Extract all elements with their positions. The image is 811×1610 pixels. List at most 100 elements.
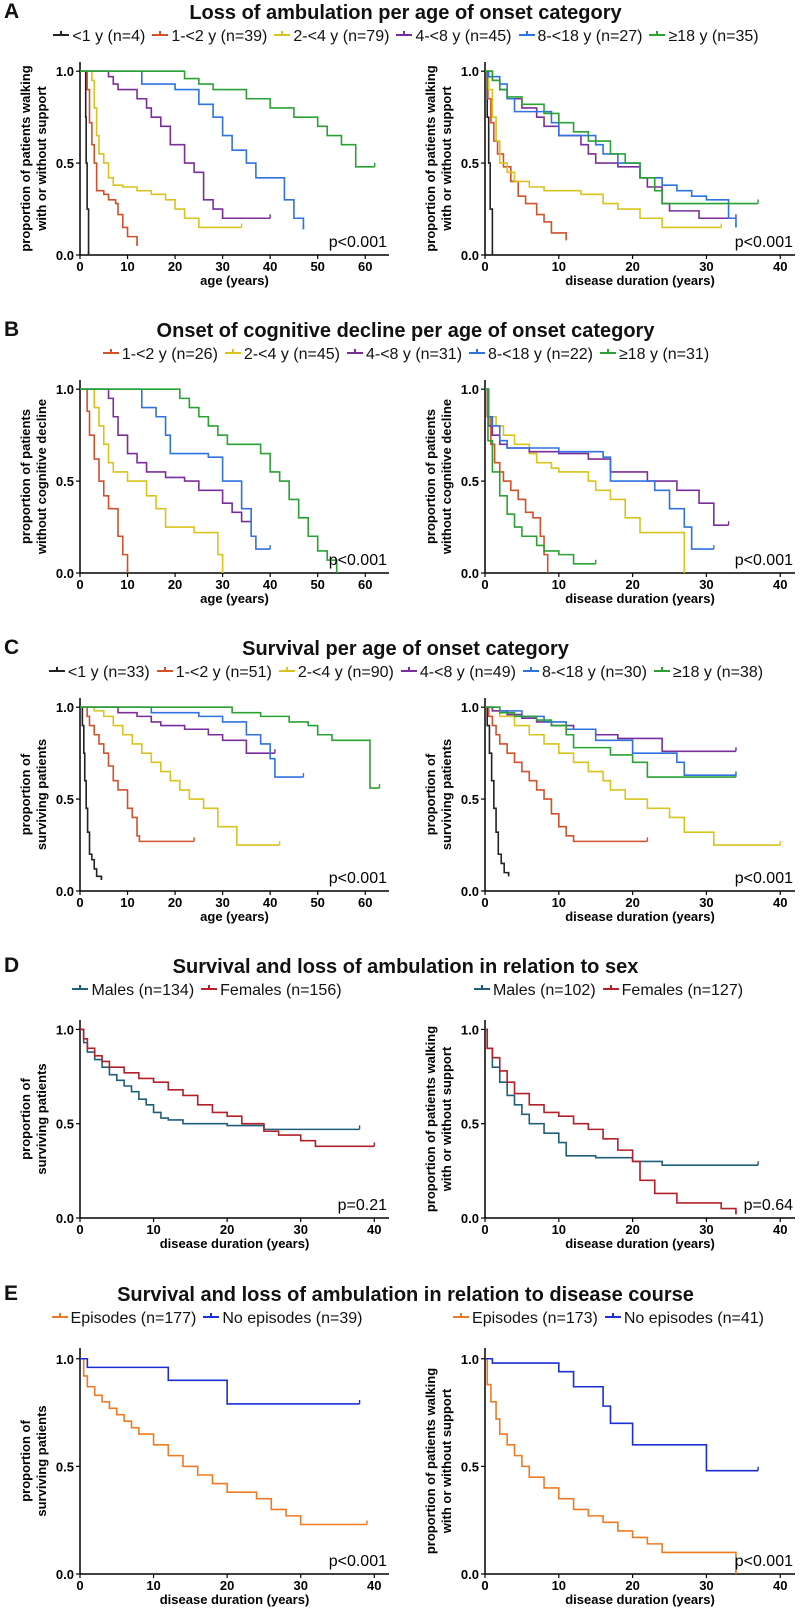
x-tick-label: 30	[699, 895, 713, 910]
p-value: p<0.001	[735, 870, 793, 887]
x-axis-label: age (years)	[200, 591, 269, 606]
legend-label: 2-<4 y (n=79)	[293, 28, 390, 45]
y-axis-label: proportion of patients walkingwith or wi…	[423, 65, 454, 251]
x-tick-label: 50	[310, 895, 324, 910]
legend-label: 4-<8 y (n=31)	[365, 346, 463, 363]
x-tick-label: 20	[625, 895, 639, 910]
x-tick-label: 40	[367, 1222, 381, 1237]
legend-item: ≥18 y (n=31)	[599, 346, 709, 364]
y-tick-label: 0.5	[461, 156, 479, 171]
p-value: p<0.001	[735, 234, 793, 251]
x-tick-label: 10	[552, 895, 566, 910]
y-tick-label: 0.5	[461, 792, 479, 807]
y-tick-label: 0.0	[461, 566, 479, 581]
x-tick-label: 20	[625, 577, 639, 592]
legend-swatch	[602, 982, 620, 996]
x-tick-label: 0	[481, 1222, 488, 1237]
x-tick-label: 30	[293, 1578, 307, 1593]
series-line	[80, 706, 195, 843]
legend-swatch	[468, 346, 486, 360]
y-tick-label: 1.0	[56, 700, 74, 715]
series-line	[80, 70, 90, 255]
y-tick-label: 0.5	[56, 474, 74, 489]
p-value: p=0.64	[744, 1197, 793, 1214]
legend-item: No episodes (n=41)	[604, 1310, 764, 1328]
x-tick-label: 10	[146, 1222, 160, 1237]
y-axis-label: proportion of patients walkingwith or wi…	[18, 65, 49, 251]
y-tick-label: 1.0	[461, 382, 479, 397]
legend-label: <1 y (n=33)	[67, 664, 150, 681]
x-tick-label: 0	[76, 577, 83, 592]
panel-letter: E	[4, 1282, 19, 1305]
legend-swatch	[71, 982, 89, 996]
legend-swatch	[51, 1310, 69, 1324]
y-axis-label: proportion of patientswithout cognitive …	[423, 399, 454, 555]
y-tick-label: 1.0	[56, 382, 74, 397]
series-line	[485, 388, 714, 550]
legend-label: 8-<18 y (n=22)	[488, 346, 593, 363]
p-value: p<0.001	[329, 552, 387, 569]
chart-b-duration: 0.0 0.5 1.0 0 10 20 30 40 disease duration (year…	[423, 380, 795, 606]
legend-item: 2-<4 y (n=79)	[273, 28, 389, 46]
y-tick-label: 0.5	[56, 1459, 74, 1474]
y-tick-label: 0.0	[461, 248, 479, 263]
x-axis-label: disease duration (years)	[160, 1592, 310, 1607]
panel-letter: C	[4, 636, 20, 659]
series-line	[485, 70, 759, 205]
y-axis-label: proportion ofsurviving patients	[18, 1063, 49, 1174]
panel-d: D Survival and loss of ambulation in rel…	[0, 954, 811, 1274]
legend-right: Males (n=102) Females (n=127)	[405, 982, 811, 1000]
legend-swatch	[156, 664, 174, 678]
series-line	[485, 388, 686, 573]
x-tick-label: 10	[552, 259, 566, 274]
x-tick-label: 0	[76, 259, 83, 274]
chart-d-ambulation: 0.0 0.5 1.0 0 10 20 30 40 disease duration (year…	[423, 1020, 795, 1251]
y-tick-label: 1.0	[56, 1352, 74, 1367]
legend-swatch	[395, 28, 413, 42]
legend-swatch	[278, 664, 296, 678]
x-axis-label: age (years)	[200, 909, 269, 924]
series-line	[485, 1357, 759, 1472]
series-line	[80, 1028, 360, 1131]
y-tick-label: 0.5	[56, 156, 74, 171]
x-tick-label: 0	[76, 1578, 83, 1593]
legend-label: No episodes (n=39)	[222, 1310, 363, 1327]
legend-item: 2-<4 y (n=45)	[224, 346, 340, 364]
x-tick-label: 10	[552, 1222, 566, 1237]
x-tick-label: 60	[358, 577, 372, 592]
series-line	[80, 706, 280, 846]
x-tick-label: 30	[699, 259, 713, 274]
x-tick-label: 10	[146, 1578, 160, 1593]
chart-a-duration: 0.0 0.5 1.0 0 10 20 30 40 disease duration (year…	[423, 62, 795, 288]
legend-swatch	[48, 664, 66, 678]
legend: 1-<2 y (n=26) 2-<4 y (n=45) 4-<8 y (n=31) 8…	[0, 346, 811, 364]
legend-right: Episodes (n=173) No episodes (n=41)	[405, 1310, 811, 1328]
series-line	[485, 706, 781, 846]
series-line	[485, 1028, 737, 1215]
legend-item: 8-<18 y (n=27)	[518, 28, 642, 46]
p-value: p<0.001	[329, 870, 387, 887]
x-tick-label: 20	[625, 1578, 639, 1593]
y-tick-label: 0.5	[56, 1117, 74, 1132]
legend-item: 4-<8 y (n=31)	[346, 346, 462, 364]
legend: <1 y (n=33) 1-<2 y (n=51) 2-<4 y (n=90) 4-<…	[0, 664, 811, 682]
x-tick-label: 10	[120, 895, 134, 910]
panel-title: Loss of ambulation per age of onset cate…	[189, 2, 622, 24]
series-line	[80, 388, 252, 523]
x-tick-label: 40	[773, 577, 787, 592]
chart-c-age: 0.0 0.5 1.0 0 10 20 30 40 50 60 age (years) proport…	[18, 698, 389, 924]
legend-label: <1 y (n=4)	[72, 28, 146, 45]
x-tick-label: 30	[215, 259, 229, 274]
y-tick-label: 0.0	[56, 248, 74, 263]
legend-label: ≥18 y (n=35)	[668, 28, 759, 45]
legend-item: 8-<18 y (n=22)	[468, 346, 593, 364]
x-tick-label: 30	[699, 1578, 713, 1593]
y-tick-label: 0.5	[461, 1459, 479, 1474]
chart-d-survival: 0.0 0.5 1.0 0 10 20 30 40 disease duration (year…	[18, 1020, 389, 1251]
legend-left: Males (n=134) Females (n=156)	[0, 982, 405, 1000]
y-axis-label: proportion of patientswithout cognitive …	[18, 399, 49, 555]
legend-item: 2-<4 y (n=90)	[278, 664, 394, 682]
x-tick-label: 40	[773, 259, 787, 274]
panel-a: A Loss of ambulation per age of onset ca…	[0, 0, 811, 310]
panel-title: Survival and loss of ambulation in relat…	[172, 956, 639, 978]
